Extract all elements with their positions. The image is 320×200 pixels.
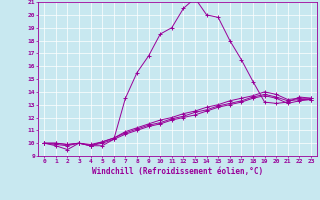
- X-axis label: Windchill (Refroidissement éolien,°C): Windchill (Refroidissement éolien,°C): [92, 167, 263, 176]
